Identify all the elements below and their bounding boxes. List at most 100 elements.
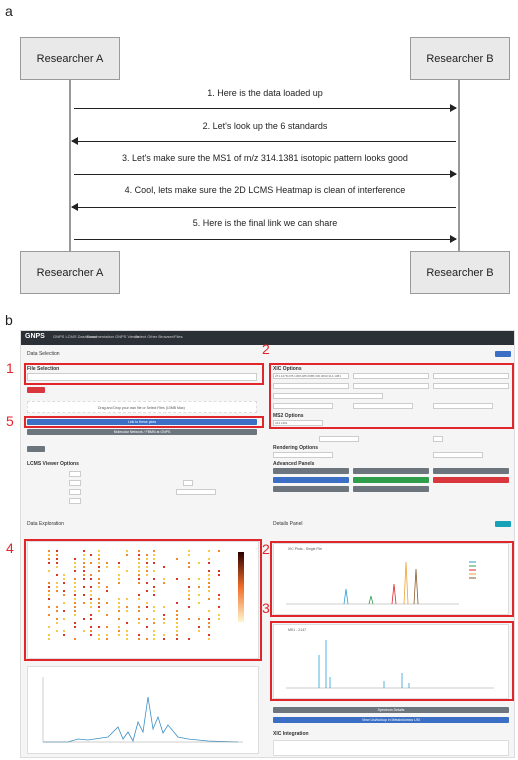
- xic-tolerance-input[interactable]: [273, 383, 349, 389]
- callout-box-3-ms1-plot: [270, 621, 514, 701]
- heatmap-cell: [126, 570, 128, 572]
- xic-ppm-input[interactable]: [353, 383, 429, 389]
- usi-lookup-button[interactable]: View Usi/lookup in Metabolomics USI: [273, 717, 509, 723]
- adv-button-3[interactable]: [433, 468, 509, 474]
- viewer-option-4[interactable]: [69, 498, 81, 504]
- lcms-viewer-options-header: LCMS Viewer Options: [27, 461, 79, 467]
- heatmap-cell: [218, 570, 220, 572]
- heatmap-cell: [83, 602, 85, 604]
- lcms-heatmap[interactable]: [28, 542, 258, 658]
- xic-plot-title: XIC Plots - Single File: [288, 547, 323, 551]
- callout-number-4: 4: [6, 540, 14, 556]
- heatmap-cell: [56, 574, 58, 576]
- xic-tolerance-unit[interactable]: [433, 383, 509, 389]
- heatmap-cell: [188, 562, 190, 564]
- heatmap-cell: [98, 558, 100, 560]
- viewer-option-5[interactable]: [183, 480, 193, 486]
- ms1-plot[interactable]: [274, 625, 508, 698]
- show-multiple-toggle[interactable]: [433, 436, 443, 442]
- actor-researcher-b-top: Researcher B: [410, 37, 510, 80]
- xic-options-header: XIC Options: [273, 366, 302, 372]
- heatmap-cell: [90, 606, 92, 608]
- heatmap-cell: [118, 582, 120, 584]
- heatmap-cell: [153, 610, 155, 612]
- callout-number-5: 5: [6, 413, 14, 429]
- data-exploration-header: Data Exploration: [27, 521, 64, 527]
- drop-zone[interactable]: Drag and Drop your own file or Select Fi…: [27, 401, 257, 413]
- heatmap-cell: [138, 634, 140, 636]
- xic-integration-select[interactable]: [273, 403, 333, 409]
- load-button[interactable]: [27, 387, 45, 393]
- adv-button-4[interactable]: [273, 477, 349, 483]
- xic-plot[interactable]: [274, 544, 508, 614]
- message-2-text: 2. Let's look up the 6 standards: [202, 121, 328, 131]
- xic-integration-table: [273, 740, 509, 756]
- adv-button-7[interactable]: [273, 486, 349, 492]
- panel-a-label: a: [5, 3, 13, 19]
- heatmap-cell: [90, 578, 92, 580]
- heatmap-cell: [98, 578, 100, 580]
- heatmap-cell: [90, 554, 92, 556]
- nav-link-dashboard[interactable]: GNPS LCMS Dashboard: [53, 334, 98, 339]
- heatmap-cell: [188, 554, 190, 556]
- adv-button-5[interactable]: [353, 477, 429, 483]
- heatmap-cell: [63, 630, 65, 632]
- heatmap-cell: [138, 578, 140, 580]
- heatmap-cell: [163, 622, 165, 624]
- heatmap-cell: [98, 634, 100, 636]
- heatmap-cell: [48, 586, 50, 588]
- heatmap-cell: [208, 610, 210, 612]
- small-gray-button[interactable]: [27, 446, 45, 452]
- ms2-identifier-input[interactable]: 314.1381: [273, 420, 323, 426]
- network-button[interactable]: Molecular Network / FBMN at GNPS: [27, 429, 257, 435]
- xic-formula-input[interactable]: [353, 373, 429, 379]
- xic-mz-input[interactable]: 271.1278;278.1368;285.0985;306.0693;314.…: [273, 373, 349, 379]
- heatmap-cell: [56, 590, 58, 592]
- adv-button-8[interactable]: [353, 486, 429, 492]
- heatmap-cell: [98, 566, 100, 568]
- heatmap-cell: [218, 574, 220, 576]
- ms1-plot-card: MS1 - 2147: [273, 624, 509, 699]
- heatmap-cell: [98, 570, 100, 572]
- render-style-select[interactable]: [433, 452, 483, 458]
- xic-plot-card: XIC Plots - Single File: [273, 543, 509, 615]
- link-button-label: Link to these plots: [127, 420, 157, 424]
- ms2-select-1[interactable]: [319, 436, 359, 442]
- adv-button-1[interactable]: [273, 468, 349, 474]
- viewer-option-6[interactable]: [176, 489, 216, 495]
- heatmap-cell: [208, 558, 210, 560]
- heatmap-cell: [138, 638, 140, 640]
- heatmap-cell: [118, 610, 120, 612]
- viewer-option-3[interactable]: [69, 489, 81, 495]
- heatmap-cell: [146, 606, 148, 608]
- viewer-option-1[interactable]: [69, 471, 81, 477]
- nav-link-other[interactable]: Select Other Browser/Files: [135, 334, 183, 339]
- download-button[interactable]: [495, 351, 511, 357]
- link-button[interactable]: Link to these plots: [27, 419, 257, 425]
- heatmap-cell: [126, 610, 128, 612]
- drop-zone-text: Drag and Drop your own file or Select Fi…: [98, 406, 185, 410]
- render-select-1[interactable]: [273, 452, 333, 458]
- heatmap-cell: [138, 562, 140, 564]
- heatmap-cell: [146, 554, 148, 556]
- nav-link-viewer[interactable]: GNPS Viewer: [115, 334, 140, 339]
- xic-grouping-select[interactable]: [433, 403, 493, 409]
- xic-rt-window-input[interactable]: [273, 393, 383, 399]
- adv-button-6[interactable]: [433, 477, 509, 483]
- spectrum-details-button[interactable]: Spectrum Details: [273, 707, 509, 713]
- nav-link-documentation[interactable]: Documentation: [87, 334, 114, 339]
- xic-peptide-input[interactable]: [433, 373, 509, 379]
- xic-normalization-toggle[interactable]: [353, 403, 413, 409]
- message-1-arrow: [74, 104, 457, 112]
- tic-plot[interactable]: [28, 667, 258, 753]
- viewer-option-2[interactable]: [69, 480, 81, 486]
- ms2-options-header: MS2 Options: [273, 413, 304, 419]
- heatmap-cell: [138, 550, 140, 552]
- heatmap-cell: [56, 618, 58, 620]
- details-small-button[interactable]: [495, 521, 511, 527]
- heatmap-cell: [98, 626, 100, 628]
- spectrum-details-label: Spectrum Details: [377, 708, 405, 712]
- heatmap-cell: [48, 598, 50, 600]
- usi-input[interactable]: [27, 373, 257, 381]
- adv-button-2[interactable]: [353, 468, 429, 474]
